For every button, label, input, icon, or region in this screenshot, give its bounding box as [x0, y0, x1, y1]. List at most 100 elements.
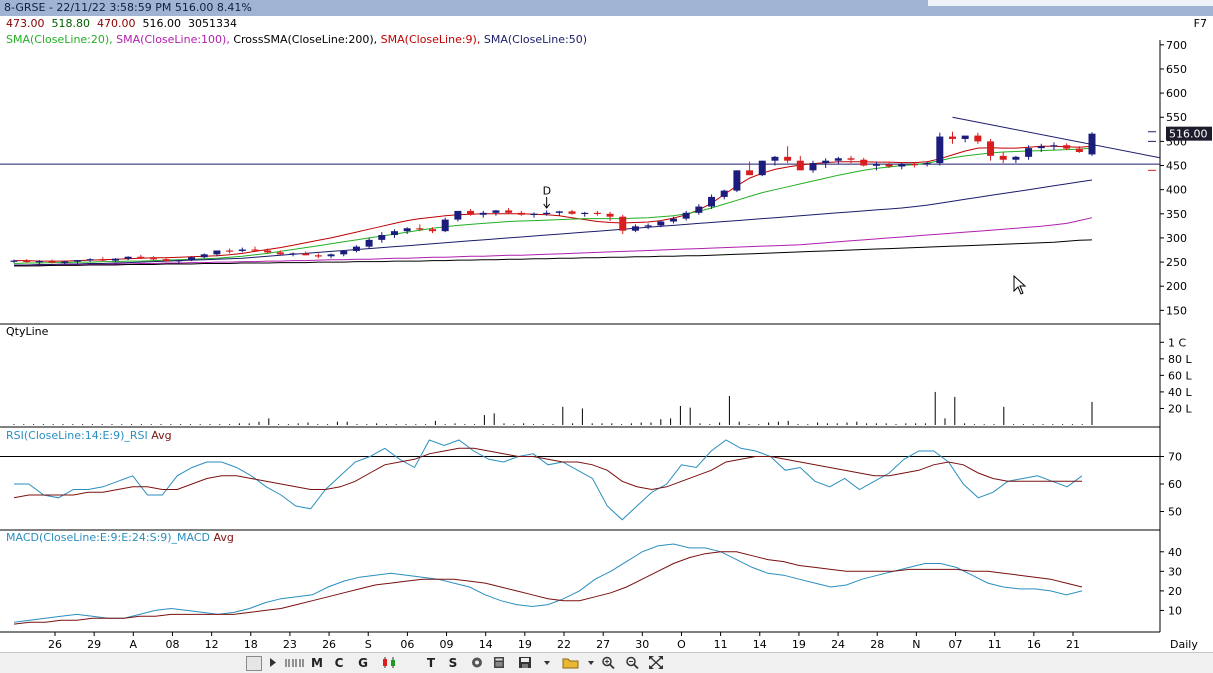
candle-body — [352, 246, 360, 251]
x-tick-label: 19 — [518, 638, 532, 651]
candle-icon[interactable] — [380, 656, 400, 669]
candle-body — [416, 228, 424, 230]
chart-canvas[interactable]: 700650600550500450400350300250200150D516… — [0, 0, 1213, 652]
annotation-arrow-head — [543, 203, 551, 209]
x-tick-label: 18 — [244, 638, 258, 651]
candle-body — [555, 211, 563, 213]
candle-body — [1050, 145, 1058, 147]
candle-body — [73, 260, 81, 262]
window-titlebar: 8-GRSE - 22/11/22 3:58:59 PM 516.00 8.41… — [0, 0, 1213, 16]
candle-body — [86, 259, 94, 261]
fit-icon[interactable] — [649, 656, 663, 669]
candle-body — [948, 136, 956, 139]
legend-sma50[interactable]: SMA(CloseLine:50) — [483, 33, 588, 46]
sma-200-line — [14, 239, 1093, 267]
folder-icon[interactable] — [562, 656, 580, 669]
toolbar-s-button[interactable]: S — [448, 656, 458, 670]
legend-sma20[interactable]: SMA(CloseLine:20), — [6, 33, 113, 46]
dropdown-icon[interactable] — [586, 656, 596, 669]
candle-body — [492, 210, 500, 213]
candle-body — [987, 141, 995, 156]
x-tick-label: 26 — [322, 638, 336, 651]
rsi-avg-line — [13, 447, 1082, 499]
candle-body — [606, 213, 614, 217]
candle-body — [302, 253, 310, 256]
volume-tick-label: 80 L — [1168, 353, 1192, 366]
volume-tick-label: 20 L — [1168, 402, 1192, 415]
bottom-toolbar: M C G T S — [0, 652, 1213, 673]
toolbar-t-button[interactable]: T — [426, 656, 436, 670]
candle-body — [403, 228, 411, 232]
x-tick-label: 12 — [205, 638, 219, 651]
candle-body — [23, 260, 31, 263]
candle-body — [111, 258, 119, 261]
x-tick-label: N — [912, 638, 920, 651]
candle-body — [898, 164, 906, 167]
toolbar-m-button[interactable]: M — [311, 656, 323, 670]
candle-body — [758, 160, 766, 176]
candle-body — [1012, 156, 1020, 160]
macd-avg-line — [13, 551, 1083, 625]
candle-body — [695, 206, 703, 213]
candle-body — [1037, 146, 1045, 149]
legend-sma100[interactable]: SMA(CloseLine:100), — [116, 33, 230, 46]
bar-group-icon[interactable] — [284, 656, 306, 669]
scroll-box[interactable] — [246, 656, 262, 671]
legend-sma9[interactable]: SMA(CloseLine:9), — [380, 33, 481, 46]
candle-body — [454, 210, 462, 220]
candle-body — [708, 196, 716, 207]
candle-body — [238, 249, 246, 251]
sma-50-line — [14, 179, 1093, 266]
x-tick-label: 16 — [1027, 638, 1041, 651]
x-tick-label: 23 — [283, 638, 297, 651]
candle-body — [619, 216, 627, 231]
legend-sma200[interactable]: CrossSMA(CloseLine:200), — [233, 33, 378, 46]
x-tick-label: 07 — [949, 638, 963, 651]
candle-body — [593, 212, 601, 215]
x-tick-label: S — [365, 638, 372, 651]
toolbar-c-button[interactable]: C — [334, 656, 344, 670]
play-icon[interactable] — [266, 656, 280, 669]
x-tick-label: A — [130, 638, 138, 651]
ohlc-readout: 473.00 518.80 470.00 516.00 3051334 — [6, 17, 237, 30]
candle-body — [733, 170, 741, 191]
candle-body — [137, 256, 145, 259]
candle-body — [264, 250, 272, 253]
x-tick-label: 29 — [87, 638, 101, 651]
dropdown-icon[interactable] — [542, 656, 552, 669]
candle-body — [746, 170, 754, 176]
x-tick-label: 08 — [165, 638, 179, 651]
gear-icon[interactable] — [470, 656, 484, 669]
zoom-in-icon[interactable] — [601, 656, 615, 669]
price-tag-label: 516.00 — [1169, 128, 1208, 141]
calc-icon[interactable] — [492, 656, 506, 669]
macd-tick-label: 40 — [1168, 546, 1182, 559]
candle-body — [441, 219, 449, 232]
candle-body — [885, 164, 893, 167]
candle-body — [365, 239, 373, 247]
zoom-out-icon[interactable] — [625, 656, 639, 669]
candle-body — [1025, 148, 1033, 157]
toolbar-g-button[interactable]: G — [358, 656, 368, 670]
candle-body — [467, 210, 475, 215]
candle-body — [644, 225, 652, 227]
indicator-legend: SMA(CloseLine:20), SMA(CloseLine:100), C… — [6, 33, 587, 46]
rsi-series-label: RSI(CloseLine:14:E:9)_RSI — [6, 429, 148, 442]
sma-20-line — [13, 147, 1093, 264]
annotation-d-label: D — [543, 184, 551, 197]
volume-tick-label: 40 L — [1168, 386, 1192, 399]
price-tag-box — [1166, 126, 1212, 141]
candle-body — [276, 252, 284, 255]
candle-body — [543, 212, 551, 215]
candle-body — [784, 156, 792, 161]
candle-body — [479, 212, 487, 215]
candle-body — [378, 235, 386, 240]
price-tick-label: 650 — [1166, 63, 1187, 76]
save-icon[interactable] — [518, 656, 532, 669]
volume-tick-label: 1 C — [1168, 336, 1186, 349]
x-tick-label: 14 — [753, 638, 767, 651]
rsi-line — [14, 439, 1083, 521]
candle-body — [796, 160, 804, 171]
macd-tick-label: 30 — [1168, 565, 1182, 578]
candle-body — [860, 159, 868, 166]
